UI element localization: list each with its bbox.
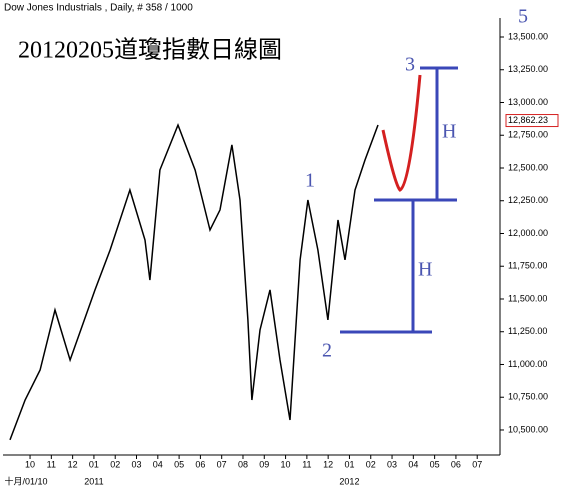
projection-curve	[381, 74, 422, 192]
y-tick-label: 12,500.00	[508, 162, 548, 172]
x-tick-label: 07	[472, 459, 482, 469]
x-tick-label: 02	[110, 459, 120, 469]
wave-label: 3	[405, 54, 415, 76]
last-price-label: 12,862.23	[508, 115, 548, 125]
y-tick-label: 11,500.00	[508, 293, 547, 303]
y-tick-label: 11,750.00	[508, 261, 547, 271]
y-tick-label: 12,750.00	[508, 130, 548, 140]
x-tick-label: 03	[387, 459, 397, 469]
x-tick-label: 01	[89, 459, 99, 469]
x-tick-label: 06	[451, 459, 461, 469]
x-sub-label: 十月/01/10	[4, 475, 47, 486]
height-label: H	[442, 121, 456, 143]
last-price-box	[505, 114, 559, 128]
y-tick-label: 10,500.00	[508, 424, 548, 434]
header: Dow Jones Industrials , Daily, # 358 / 1…	[4, 3, 193, 14]
x-sub-label: 2011	[84, 476, 103, 486]
x-sub-label: 2012	[339, 476, 359, 486]
x-tick-label: 08	[238, 459, 248, 469]
wave-label: 1	[305, 170, 315, 192]
chart-title: 20120205道瓊指數日線圖	[18, 37, 282, 64]
y-tick-label: 10,750.00	[508, 392, 548, 402]
x-tick-label: 05	[430, 459, 440, 469]
x-tick-label: 06	[195, 459, 205, 469]
y-tick-label: 11,250.00	[508, 326, 547, 336]
y-tick-label: 11,000.00	[508, 359, 547, 369]
y-tick-label: 12,000.00	[508, 228, 548, 238]
x-tick-label: 10	[281, 459, 291, 469]
y-tick-label: 13,250.00	[508, 64, 548, 74]
wave-label: 2	[322, 340, 332, 362]
x-tick-label: 04	[153, 459, 163, 469]
x-tick-label: 12	[323, 459, 333, 469]
x-tick-label: 03	[132, 459, 142, 469]
x-tick-label: 02	[366, 459, 376, 469]
height-label: H	[418, 259, 432, 281]
price-line	[9, 122, 379, 441]
y-tick-label: 13,000.00	[508, 97, 548, 107]
x-tick-label: 09	[259, 459, 269, 469]
measure-lines	[340, 66, 458, 334]
y-tick-label: 13,500.00	[508, 31, 548, 41]
x-tick-label: 10	[25, 459, 35, 469]
x-tick-label: 07	[217, 459, 227, 469]
x-tick-label: 04	[408, 459, 418, 469]
y-tick-label: 12,250.00	[508, 195, 548, 205]
x-tick-label: 12	[68, 459, 78, 469]
corner-label: 5	[518, 6, 528, 28]
x-tick-label: 01	[344, 459, 354, 469]
x-tick-label: 11	[47, 459, 56, 469]
x-tick-label: 11	[302, 459, 311, 469]
x-tick-label: 05	[174, 459, 184, 469]
